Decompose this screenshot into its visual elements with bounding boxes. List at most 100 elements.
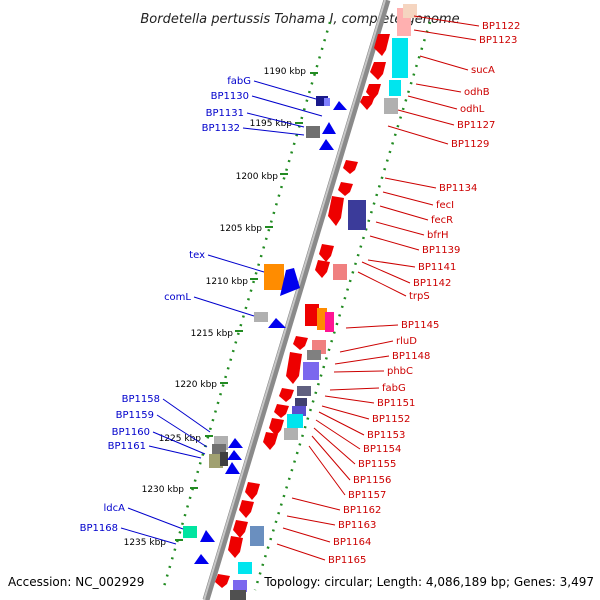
reverse-gene-label[interactable]: odhB [464,87,490,98]
reverse-gene-label[interactable]: BP1163 [338,520,376,531]
label-connector [127,507,184,530]
reverse-gene-label[interactable]: BP1157 [348,490,386,501]
reverse-gene-label[interactable]: BP1141 [418,262,456,273]
reverse-gene-label[interactable]: BP1134 [439,183,477,194]
label-connector [282,527,331,543]
label-connector [162,398,211,433]
reverse-gene-label[interactable]: BP1148 [392,351,430,362]
inner-tick-track [253,21,432,591]
label-connector [387,125,449,145]
gene-block [238,562,252,574]
accession-text: Accession: NC_002929 [8,575,144,589]
gene-block [325,312,334,332]
reverse-gene-label[interactable]: trpS [409,291,430,302]
gene-block [392,38,408,78]
gene-block [230,590,246,600]
reverse-gene-label[interactable]: BP1127 [457,120,495,131]
gene-arrow [280,268,300,296]
gene-block [316,96,328,106]
label-connector [345,324,399,329]
label-connector [375,221,425,236]
gene-arrow [319,244,334,262]
forward-gene-label[interactable]: BP1168 [80,523,118,534]
gene-arrow [215,574,230,588]
label-connector [291,497,341,511]
reverse-gene-label[interactable]: fecR [431,215,453,226]
label-connector [369,235,420,251]
forward-gene-label[interactable]: fabG [227,76,251,87]
kbp-tick-label: 1215 kbp [191,329,234,339]
reverse-gene-label[interactable]: BP1154 [363,444,401,455]
reverse-gene-label[interactable]: fabG [382,383,406,394]
forward-gene-label[interactable]: BP1130 [211,91,249,102]
reverse-gene-label[interactable]: BP1139 [422,245,460,256]
gene-block [233,580,247,592]
kbp-tick-label: 1205 kbp [220,224,263,234]
label-connector [246,112,305,128]
reverse-gene-label[interactable]: bfrH [427,230,449,241]
gene-arrow [319,139,334,150]
forward-gene-label[interactable]: ldcA [104,503,126,514]
genome-backbone-highlight [203,0,386,600]
label-connector [152,431,206,455]
label-connector [311,435,351,481]
reverse-gene-label[interactable]: BP1165 [328,555,366,566]
gene-arrow [228,536,243,558]
reverse-gene-label[interactable]: BP1155 [358,459,396,470]
reverse-gene-label[interactable]: odhL [460,104,485,115]
reverse-gene-label[interactable]: BP1162 [343,505,381,516]
gene-arrow [274,404,289,418]
gene-arrow [315,260,330,278]
reverse-gene-label[interactable]: phbC [387,366,413,377]
gene-block [306,126,320,138]
gene-arrow [293,336,308,350]
kbp-tick-label: 1190 kbp [264,67,307,77]
reverse-gene-label[interactable]: BP1151 [377,398,415,409]
reverse-gene-label[interactable]: BP1129 [451,139,489,150]
gene-arrow [225,462,240,474]
forward-gene-label[interactable]: BP1158 [122,394,160,405]
kbp-tick-label: 1225 kbp [159,434,202,444]
reverse-gene-label[interactable]: BP1142 [413,278,451,289]
reverse-gene-label[interactable]: BP1156 [353,475,391,486]
reverse-gene-label[interactable]: BP1153 [367,430,405,441]
gene-arrow [328,196,344,226]
label-connector [333,370,385,373]
label-connector [148,445,202,459]
gene-arrow [374,34,390,56]
reverse-gene-label[interactable]: fecI [436,200,454,211]
reverse-gene-label[interactable]: sucA [471,65,495,76]
gene-arrow [233,520,248,538]
gene-block [295,398,307,406]
reverse-gene-label[interactable]: BP1145 [401,320,439,331]
reverse-gene-label[interactable]: rluD [396,336,417,347]
forward-gene-label[interactable]: BP1132 [202,123,240,134]
label-connector [329,387,380,391]
label-connector [357,271,407,297]
label-connector [413,15,480,27]
gene-block [324,98,330,106]
gene-block [317,308,327,330]
gene-arrow [239,500,254,518]
forward-gene-label[interactable]: tex [189,250,205,261]
reverse-gene-label[interactable]: BP1122 [482,21,520,32]
gene-arrow [245,482,260,500]
kbp-tick-label: 1195 kbp [250,119,293,129]
forward-gene-label[interactable]: comL [164,292,191,303]
label-connector [415,83,462,93]
forward-gene-label[interactable]: BP1131 [206,108,244,119]
kbp-tick-label: 1200 kbp [236,172,279,182]
forward-gene-label[interactable]: BP1161 [108,441,146,452]
reverse-gene-label[interactable]: BP1164 [333,537,371,548]
reverse-gene-label[interactable]: BP1123 [479,35,517,46]
gene-arrow [333,101,347,110]
label-connector [419,55,469,71]
forward-gene-label[interactable]: BP1159 [116,410,154,421]
forward-gene-label[interactable]: BP1160 [112,427,150,438]
label-connector [286,515,336,526]
label-connector [156,414,208,448]
gene-block [384,98,398,114]
label-connector [367,259,416,268]
gene-block [220,452,228,466]
reverse-gene-label[interactable]: BP1152 [372,414,410,425]
